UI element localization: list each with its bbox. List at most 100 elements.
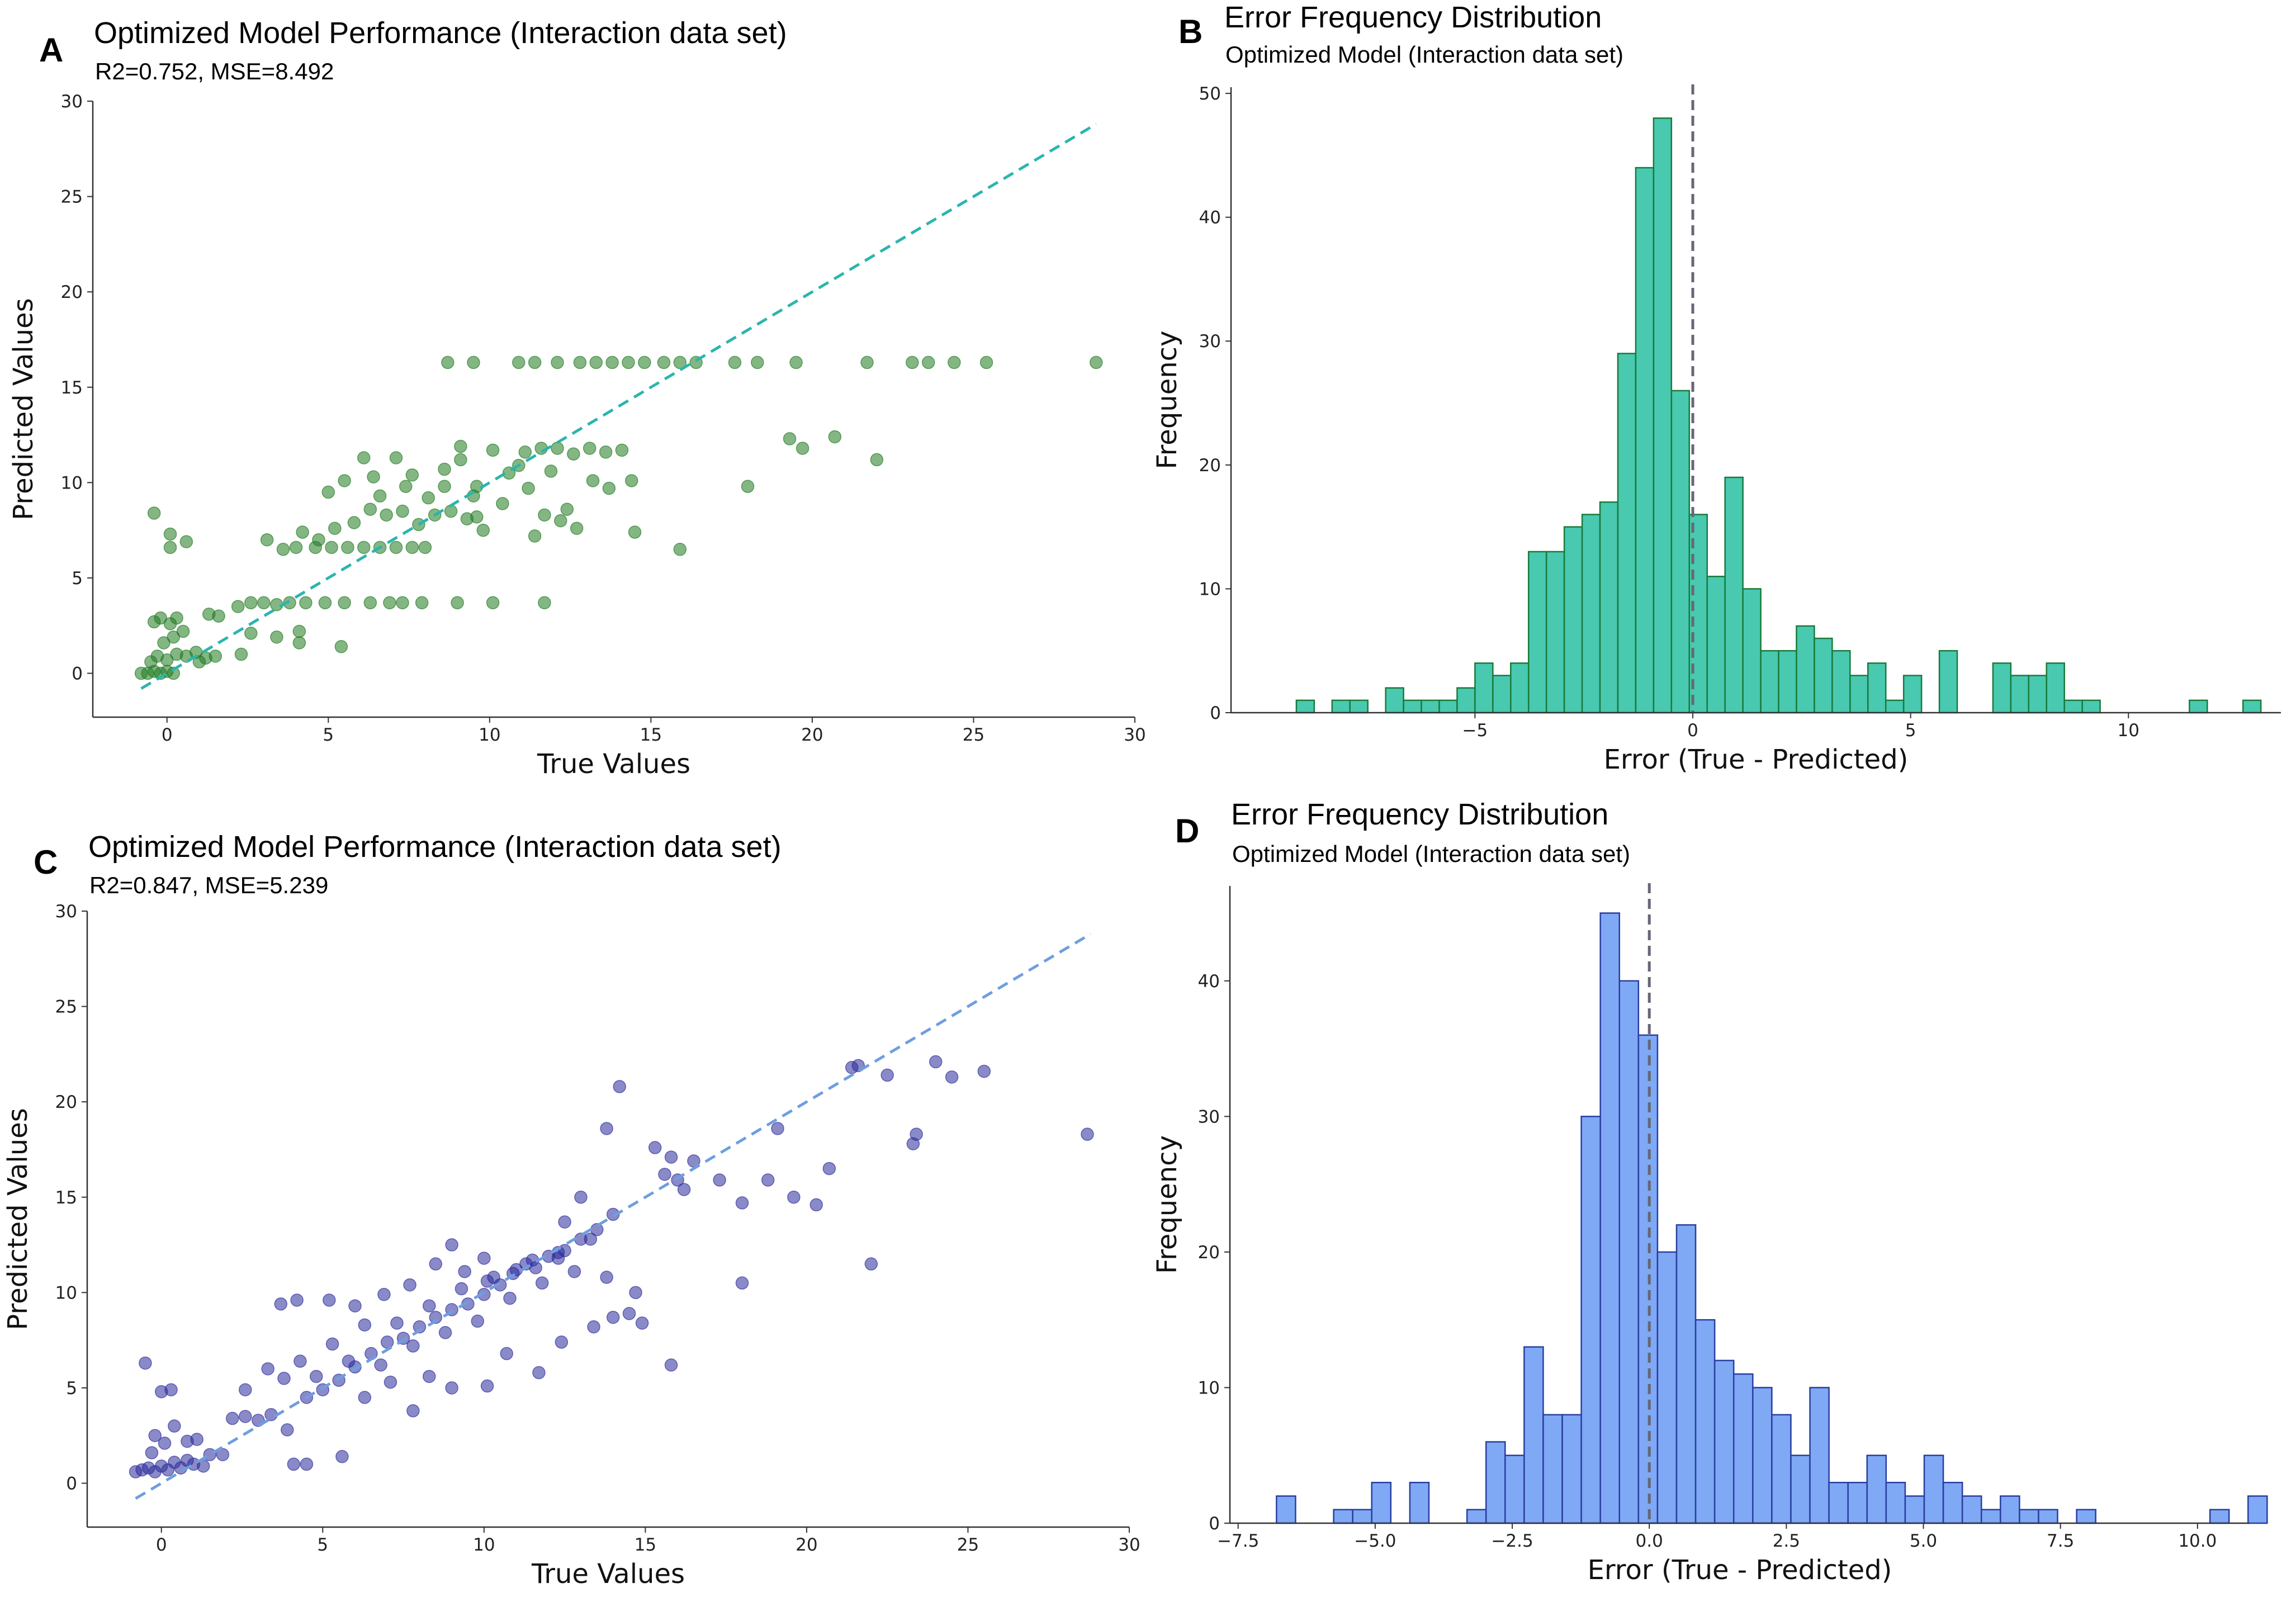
data-point bbox=[602, 481, 616, 495]
data-point bbox=[309, 1369, 323, 1383]
histogram-bar bbox=[2000, 1495, 2020, 1524]
data-point bbox=[231, 600, 245, 613]
data-point bbox=[532, 1366, 546, 1380]
x-tick-label: 10 bbox=[2118, 721, 2139, 741]
histogram-bar bbox=[1580, 1116, 1601, 1524]
data-point bbox=[445, 1238, 458, 1252]
histogram-bar bbox=[1403, 699, 1422, 714]
histogram-bar bbox=[1466, 1509, 1487, 1524]
y-axis-title: Predicted Values bbox=[2, 1108, 34, 1330]
data-point bbox=[270, 630, 283, 644]
y-tick-label: 10 bbox=[1198, 1378, 1220, 1398]
y-axis-title: Frequency bbox=[1152, 1135, 1183, 1274]
data-point bbox=[357, 451, 371, 465]
panel-c: C Optimized Model Performance (Interacti… bbox=[0, 794, 1152, 1602]
data-point bbox=[551, 356, 564, 369]
data-point bbox=[406, 1339, 420, 1353]
data-point bbox=[438, 480, 451, 493]
histogram-bar bbox=[1752, 1387, 1773, 1524]
histogram-bar bbox=[2063, 699, 2083, 714]
x-tick-label: −5.0 bbox=[1354, 1531, 1396, 1551]
data-point bbox=[622, 1307, 636, 1320]
data-point bbox=[257, 596, 271, 610]
data-point bbox=[496, 497, 509, 510]
y-tick-label: 10 bbox=[61, 473, 83, 493]
data-point bbox=[528, 356, 542, 369]
histogram-bar bbox=[1938, 650, 1958, 714]
data-point bbox=[341, 541, 354, 554]
data-point bbox=[274, 1297, 288, 1311]
histogram-bar bbox=[1504, 1454, 1525, 1524]
data-point bbox=[170, 611, 183, 625]
histogram-bar bbox=[2247, 1495, 2268, 1524]
data-point bbox=[606, 1310, 620, 1324]
data-point bbox=[454, 453, 467, 467]
histogram-bar bbox=[1545, 551, 1565, 714]
panel-c-letter: C bbox=[34, 843, 58, 881]
data-point bbox=[454, 439, 467, 453]
data-point bbox=[870, 453, 884, 467]
data-point bbox=[422, 1299, 436, 1312]
data-point bbox=[828, 430, 842, 444]
data-point bbox=[673, 543, 687, 556]
data-point bbox=[664, 1150, 678, 1164]
data-point bbox=[555, 1335, 569, 1349]
data-point bbox=[528, 529, 542, 543]
data-point bbox=[486, 443, 500, 457]
data-point bbox=[342, 1354, 356, 1368]
x-tick-label: 10 bbox=[473, 1535, 495, 1555]
data-point bbox=[624, 474, 638, 487]
reference-line bbox=[135, 932, 1092, 1500]
data-point bbox=[318, 596, 332, 610]
data-point bbox=[445, 1381, 458, 1395]
y-tick-label: 10 bbox=[55, 1283, 77, 1303]
data-point bbox=[167, 666, 181, 680]
data-point bbox=[910, 1127, 923, 1141]
histogram-bar bbox=[1760, 650, 1779, 714]
data-point bbox=[880, 1068, 894, 1082]
x-axis-title: Error (True - Predicted) bbox=[1604, 744, 1909, 775]
data-point bbox=[203, 1448, 217, 1462]
histogram-bar bbox=[1706, 576, 1726, 714]
data-point bbox=[334, 640, 348, 653]
y-tick-label: 5 bbox=[66, 1378, 77, 1399]
data-point bbox=[860, 356, 874, 369]
y-tick-label: 0 bbox=[72, 664, 83, 684]
data-point bbox=[390, 1316, 404, 1330]
data-point bbox=[945, 1070, 959, 1084]
data-point bbox=[615, 443, 629, 457]
data-point bbox=[147, 506, 161, 520]
data-point bbox=[389, 541, 403, 554]
data-point bbox=[458, 1265, 471, 1278]
data-point bbox=[163, 541, 177, 554]
data-point bbox=[477, 1288, 491, 1301]
x-tick-label: 15 bbox=[635, 1535, 656, 1555]
histogram-bar bbox=[2038, 1509, 2058, 1524]
panel-c-subtitle: R2=0.847, MSE=5.239 bbox=[89, 872, 329, 898]
data-point bbox=[283, 596, 296, 610]
histogram-bar bbox=[1694, 1319, 1716, 1524]
data-point bbox=[367, 470, 380, 484]
histogram-bar bbox=[1724, 476, 1744, 714]
panel-c-title: Optimized Model Performance (Interaction… bbox=[88, 830, 782, 864]
panel-b: B Error Frequency Distribution Optimized… bbox=[1152, 0, 2296, 794]
x-tick-label: 15 bbox=[640, 725, 662, 745]
y-tick-label: 25 bbox=[55, 997, 77, 1017]
data-point bbox=[396, 596, 409, 610]
histogram-bar bbox=[1992, 662, 2012, 714]
y-tick-label: 25 bbox=[61, 187, 83, 207]
data-point bbox=[422, 491, 435, 505]
data-point bbox=[176, 624, 190, 638]
data-point bbox=[471, 1314, 485, 1328]
data-point bbox=[357, 541, 371, 554]
data-point bbox=[570, 522, 584, 535]
y-tick-label: 0 bbox=[1210, 703, 1221, 723]
data-point bbox=[735, 1196, 749, 1210]
data-point bbox=[438, 1326, 452, 1339]
chart-d-histogram: −7.5 −5.0 −2.5 0.0 2.5 5.0 7.5 10.0 0 10 20 30 40 Err… bbox=[1152, 883, 2268, 1586]
data-point bbox=[476, 523, 490, 537]
histogram-bar bbox=[2046, 662, 2065, 714]
y-axis-title: Predicted Values bbox=[8, 298, 39, 520]
data-point bbox=[658, 1168, 671, 1181]
data-point bbox=[787, 1191, 801, 1204]
